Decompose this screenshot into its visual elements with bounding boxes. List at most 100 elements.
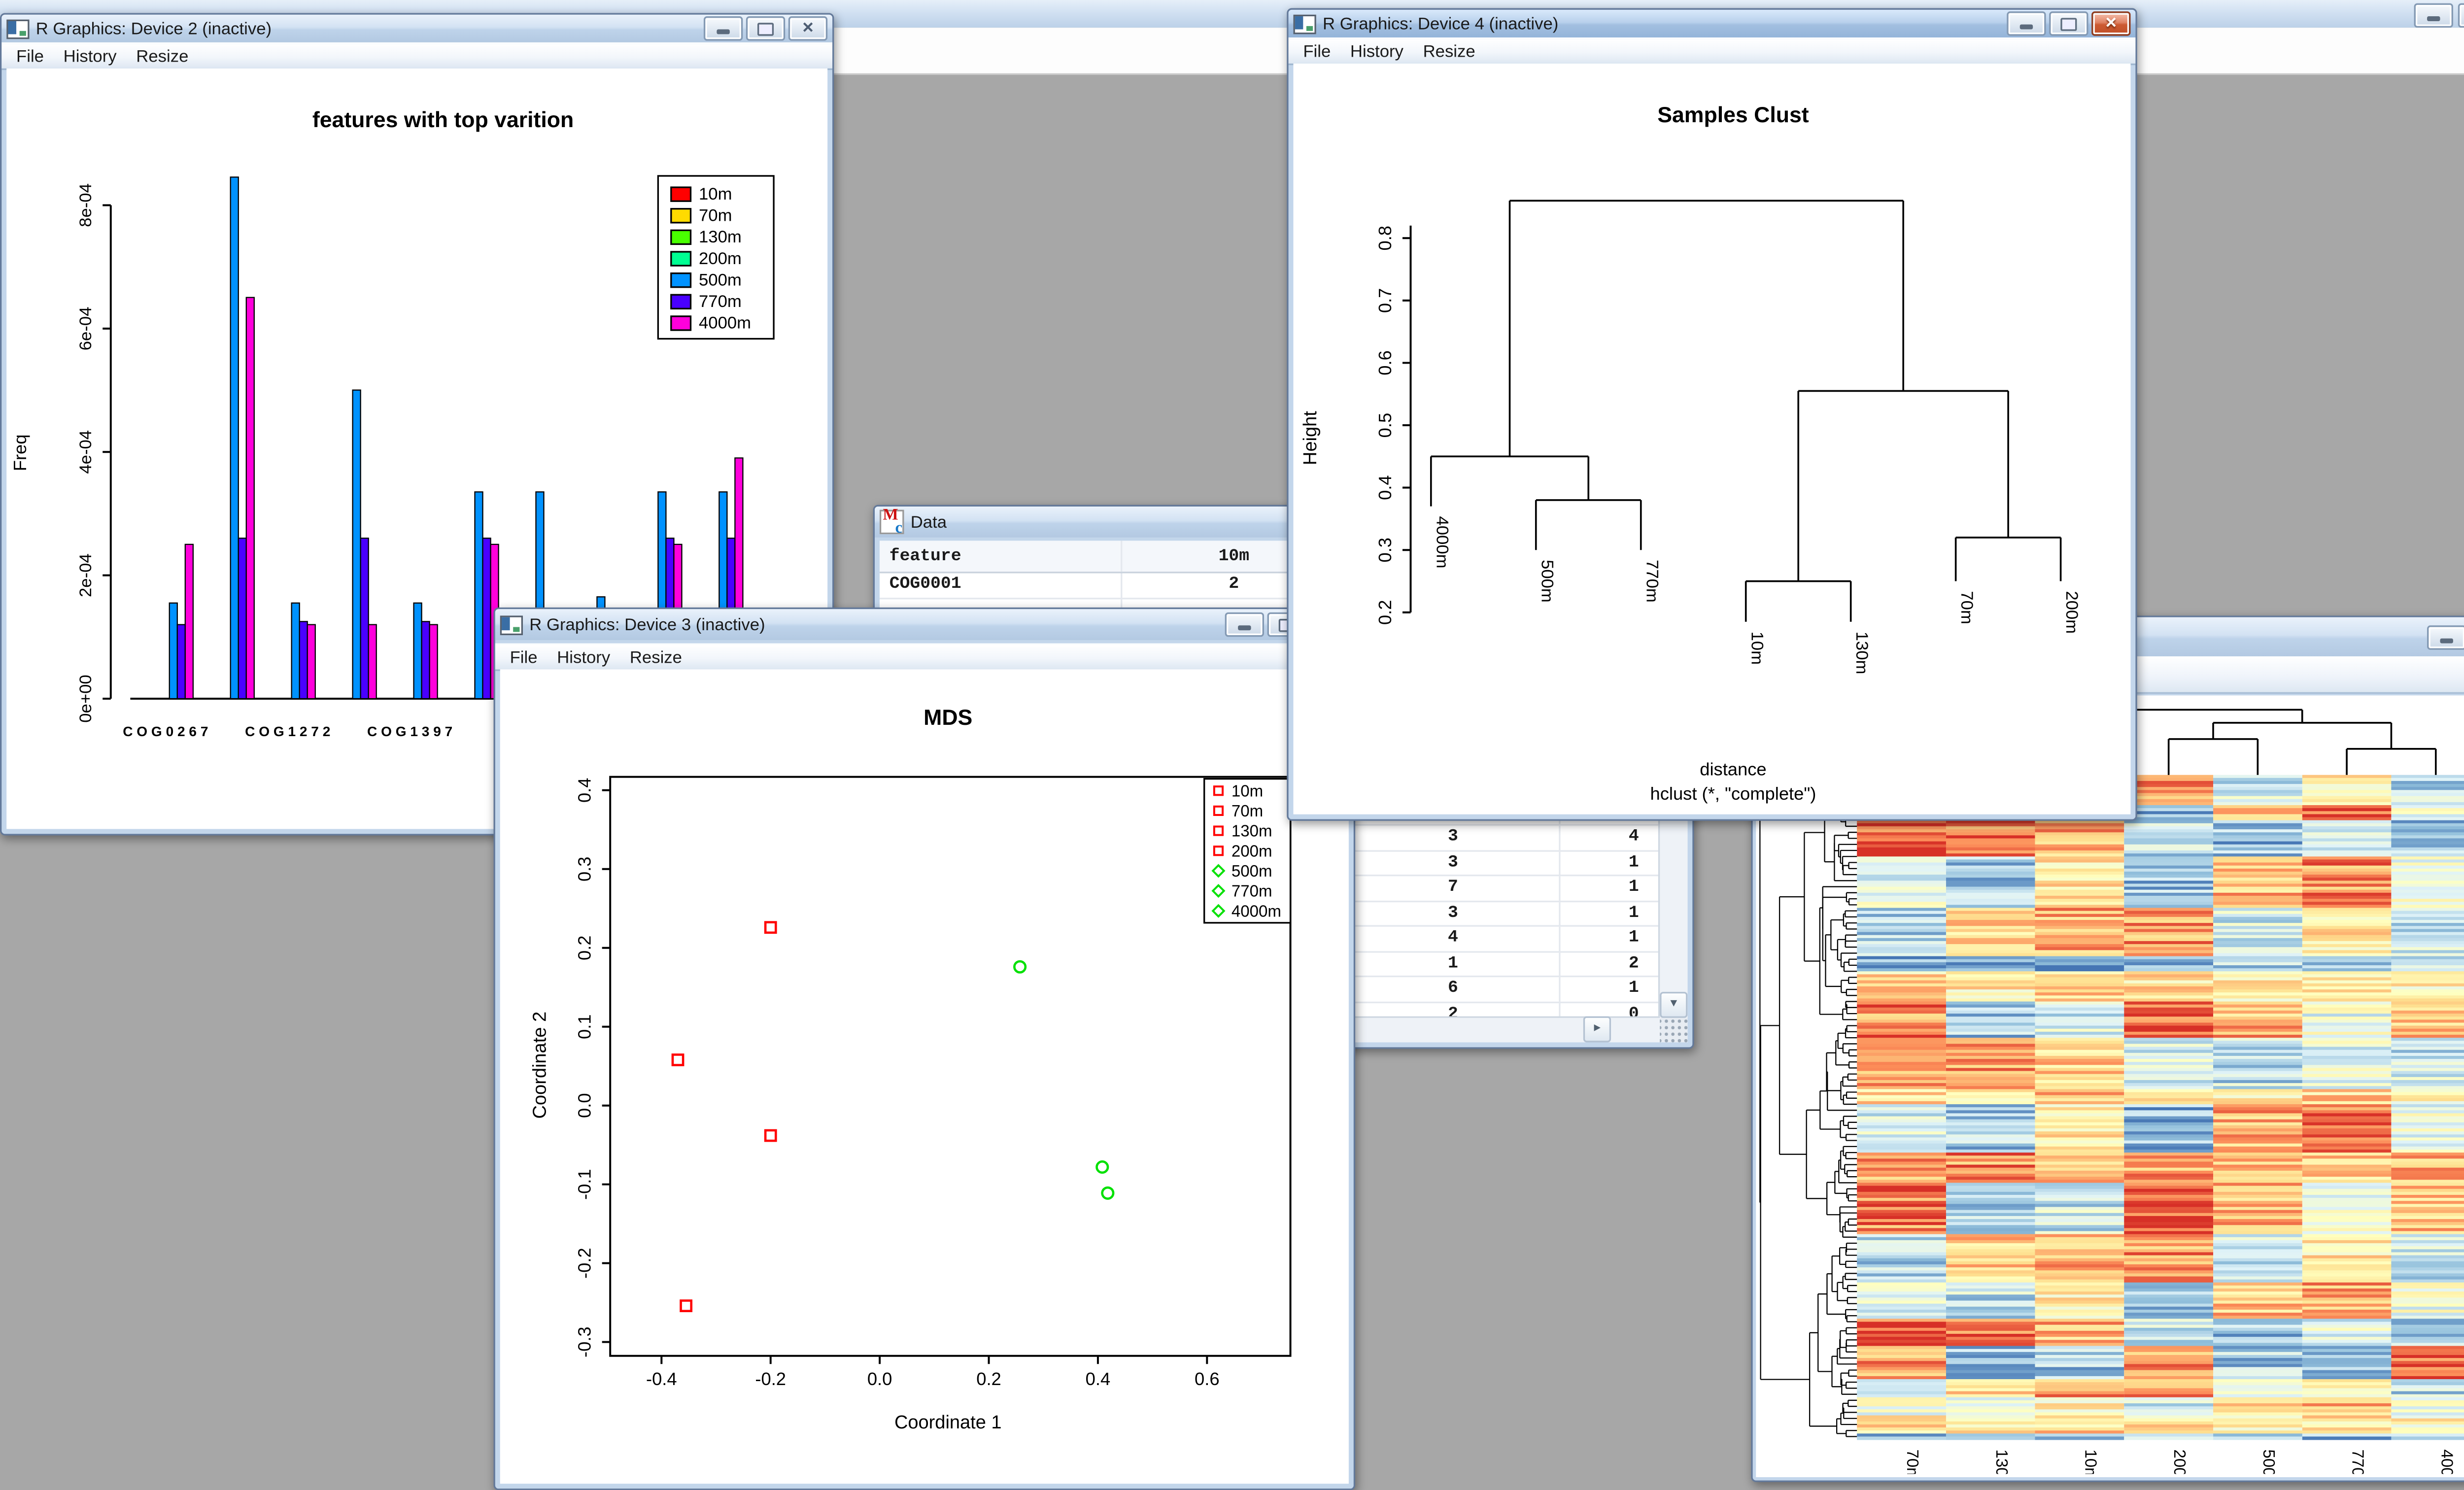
menu-history[interactable]: History [557, 647, 611, 667]
y-tick-label: 0.5 [1375, 413, 1395, 438]
menu-file[interactable]: File [1303, 41, 1331, 61]
table-cell[interactable]: 1 [1561, 927, 1660, 950]
r-graphics-icon [500, 614, 523, 635]
menu-resize[interactable]: Resize [629, 647, 682, 667]
y-tick-label: -0.1 [575, 1169, 595, 1200]
y-tick-label: 8e-04 [76, 183, 95, 227]
minimize-icon [2440, 638, 2453, 643]
table-cell[interactable]: 4 [1561, 826, 1660, 849]
x-axis-title: Coordinate 1 [894, 1412, 1002, 1433]
device3-titlebar[interactable]: R Graphics: Device 3 (inactive) ✕ [495, 609, 1354, 641]
close-icon: ✕ [2105, 14, 2118, 31]
table-cell[interactable]: 0 [1561, 1002, 1660, 1018]
minimize-icon [2019, 24, 2033, 30]
device4-menubar: File History Resize [1288, 37, 2136, 66]
y-axis-title: Height [1300, 411, 1321, 465]
table-cell[interactable]: 4 [1347, 926, 1561, 950]
table-cell[interactable]: 3 [1347, 825, 1561, 849]
y-tick-label: 4e-04 [76, 430, 95, 474]
window-device3: R Graphics: Device 3 (inactive) ✕ File H… [493, 607, 1356, 1490]
window-device4: R Graphics: Device 4 (inactive) ✕ File H… [1287, 8, 2137, 821]
device4-title: R Graphics: Device 4 (inactive) [1322, 14, 1559, 34]
bar-group-5 [474, 491, 499, 700]
chart-title: Samples Clust [1657, 103, 1809, 127]
x-category-label: C O G 1 2 7 2 [245, 724, 330, 739]
legend-label: 70m [1232, 802, 1263, 820]
mds-point-130m [764, 1129, 777, 1142]
y-axis-title: Freq [10, 435, 30, 472]
bar-group-2 [291, 602, 316, 700]
x-axis-title: distance [1700, 759, 1766, 779]
close-button[interactable]: ✕ [2091, 11, 2131, 36]
table-cell[interactable]: 2 [1347, 1002, 1561, 1018]
bar-group-0 [169, 543, 194, 700]
bar-chart: features with top varition 0e+00 2e-04 4e-0… [6, 68, 827, 829]
table-cell[interactable]: 1 [1561, 902, 1660, 925]
table-cell[interactable]: 1 [1561, 851, 1660, 875]
column-header[interactable]: feature [880, 541, 1123, 572]
column-label-500m: 500m [2259, 1449, 2278, 1474]
maximize-icon [757, 22, 774, 35]
scroll-right-button[interactable]: ► [1583, 1016, 1611, 1043]
legend-label: 10m [699, 185, 732, 203]
y-tick-label: 2e-04 [76, 553, 95, 597]
table-cell[interactable]: 3 [1347, 901, 1561, 925]
leaf-label-200m: 200m [2062, 591, 2081, 634]
x-tick-label: -0.2 [755, 1369, 786, 1389]
menu-resize[interactable]: Resize [136, 46, 189, 66]
menu-history[interactable]: History [1350, 41, 1403, 61]
legend-label: 200m [1232, 842, 1272, 860]
table-cell[interactable]: 1 [1347, 952, 1561, 976]
menu-file[interactable]: File [510, 647, 538, 667]
bar-legend: 10m 70m 130m 200m 500m 770m 4000m [657, 175, 775, 340]
restore-button[interactable] [2458, 2, 2464, 27]
column-label-4000m: 4000m [2437, 1449, 2456, 1474]
table-cell[interactable]: 3 [1347, 851, 1561, 875]
y-tick-label: 0.0 [575, 1093, 595, 1118]
scroll-down-button[interactable]: ▼ [1660, 991, 1688, 1018]
maximize-icon [2060, 17, 2077, 31]
x-tick-label: 0.4 [1086, 1369, 1111, 1389]
x-category-label: C O G 1 3 9 7 [367, 724, 452, 739]
menu-file[interactable]: File [16, 46, 44, 66]
y-tick-label: 0.6 [1375, 350, 1395, 375]
maximize-button[interactable] [746, 16, 786, 41]
resize-grip[interactable] [1660, 1017, 1688, 1043]
minimize-button[interactable] [2427, 624, 2464, 649]
legend-label: 500m [699, 271, 742, 289]
column-label-70m: 70m [1903, 1449, 1921, 1474]
table-cell[interactable]: 6 [1347, 977, 1561, 1001]
heatmap-canvas: 70m130m10m200m500m770m4000m10.50-0.5-1 [1756, 695, 2464, 1477]
close-button[interactable]: ✕ [788, 16, 828, 41]
x-tick-label: 0.6 [1195, 1369, 1220, 1389]
device2-titlebar[interactable]: R Graphics: Device 2 (inactive) ✕ [1, 14, 833, 42]
minimize-button[interactable] [2414, 2, 2453, 27]
row-dendrogram [1759, 777, 1857, 1437]
minimize-button[interactable] [1225, 612, 1264, 637]
table-cell[interactable]: 2 [1561, 952, 1660, 976]
table-cell[interactable]: COG0001 [880, 573, 1123, 597]
legend-label: 770m [1232, 882, 1272, 901]
y-tick-label: 0.3 [575, 856, 595, 881]
leaf-label-770m: 770m [1643, 560, 1661, 603]
leaf-label-70m: 70m [1957, 591, 1976, 624]
column-header[interactable]: 10m [1122, 541, 1347, 572]
table-cell[interactable]: 1 [1561, 977, 1660, 1001]
data-editor-icon: M c [879, 507, 904, 538]
menu-resize[interactable]: Resize [1423, 41, 1475, 61]
device4-titlebar[interactable]: R Graphics: Device 4 (inactive) ✕ [1288, 9, 2136, 38]
y-tick-label: 0.7 [1375, 288, 1395, 313]
x-category-label: C O G 0 2 6 7 [123, 724, 208, 739]
y-tick-label: 0e+00 [76, 675, 95, 722]
device2-title: R Graphics: Device 2 (inactive) [35, 19, 272, 38]
close-icon: ✕ [801, 19, 814, 36]
menu-history[interactable]: History [63, 46, 117, 66]
table-cell[interactable]: 7 [1347, 876, 1561, 900]
minimize-button[interactable] [2007, 11, 2046, 36]
table-cell[interactable]: 1 [1561, 876, 1660, 900]
legend-label: 70m [699, 206, 732, 225]
leaf-label-500m: 500m [1538, 560, 1556, 603]
maximize-button[interactable] [2049, 11, 2088, 36]
minimize-button[interactable] [703, 16, 743, 41]
